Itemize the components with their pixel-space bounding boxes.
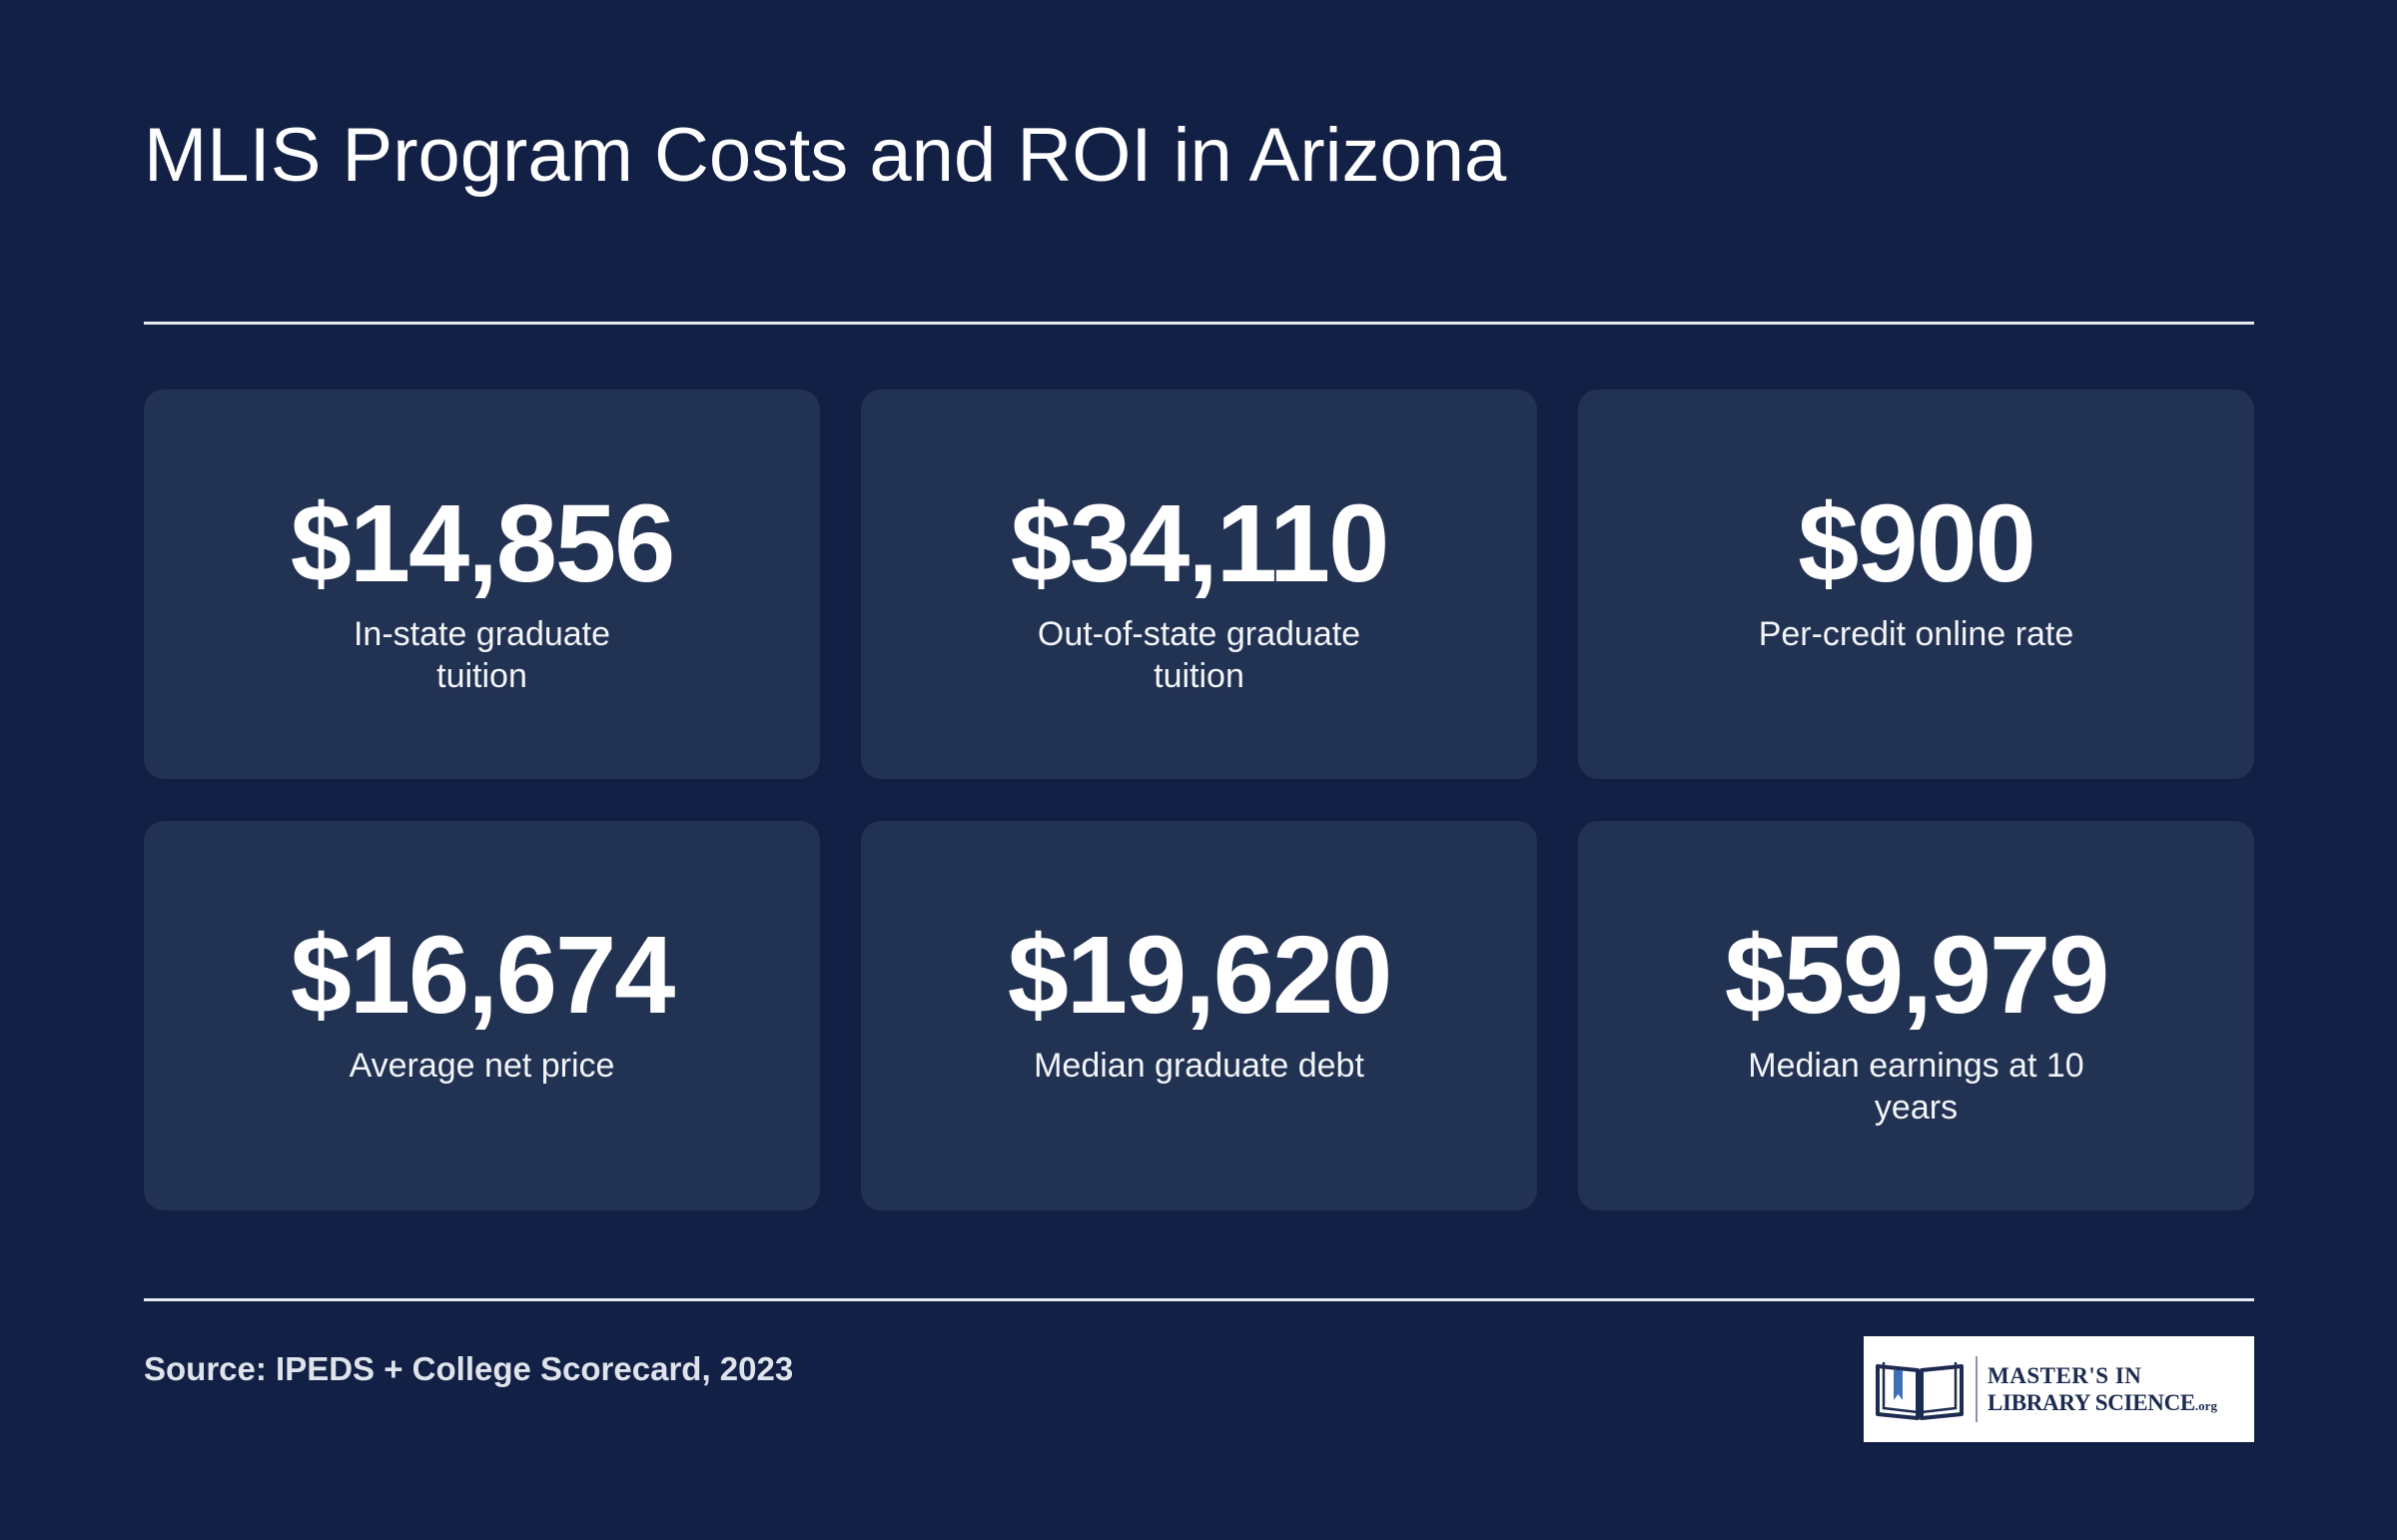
- logo-line-2: LIBRARY SCIENCE.org: [1988, 1389, 2217, 1419]
- source-note: Source: IPEDS + College Scorecard, 2023: [144, 1350, 794, 1387]
- logo-separator: [1976, 1356, 1978, 1422]
- stat-value: $34,110: [1010, 482, 1390, 605]
- stat-label: Out-of-state graduate tuition: [1037, 615, 1361, 695]
- stat-card-average-net-price: $16,674 Average net price: [144, 821, 820, 1210]
- stat-card-in-state-tuition: $14,856 In-state graduate tuition: [144, 389, 820, 779]
- stat-label: Median earnings at 10 years: [1748, 1047, 2084, 1127]
- page-title: MLIS Program Costs and ROI in Arizona: [144, 113, 1507, 198]
- stat-card-median-earnings: $59,979 Median earnings at 10 years: [1578, 821, 2254, 1210]
- stat-label: Average net price: [349, 1047, 615, 1085]
- logo-org-suffix: .org: [2194, 1398, 2217, 1413]
- stat-card-median-debt: $19,620 Median graduate debt: [861, 821, 1537, 1210]
- logo-line-2-text: LIBRARY SCIENCE: [1988, 1390, 2195, 1415]
- stat-value: $16,674: [290, 914, 676, 1037]
- stat-value: $59,979: [1724, 914, 2110, 1037]
- bottom-divider: [144, 1298, 2254, 1301]
- stat-label: Per-credit online rate: [1758, 615, 2074, 653]
- stats-grid: $14,856 In-state graduate tuition $34,11…: [144, 389, 2254, 1210]
- open-book-icon: [1876, 1362, 1964, 1420]
- logo-line-1: MASTER'S IN: [1988, 1363, 2142, 1388]
- logo-wordmark: MASTER'S IN LIBRARY SCIENCE.org: [1988, 1362, 2217, 1419]
- stat-card-per-credit-rate: $900 Per-credit online rate: [1578, 389, 2254, 779]
- stat-label: In-state graduate tuition: [353, 615, 611, 695]
- stat-label: Median graduate debt: [1034, 1047, 1364, 1085]
- stat-value: $14,856: [290, 482, 676, 605]
- stat-value: $19,620: [1007, 914, 1393, 1037]
- top-divider: [144, 322, 2254, 325]
- stat-value: $900: [1798, 482, 2036, 605]
- site-logo[interactable]: MASTER'S IN LIBRARY SCIENCE.org: [1864, 1336, 2254, 1442]
- stat-card-out-of-state-tuition: $34,110 Out-of-state graduate tuition: [861, 389, 1537, 779]
